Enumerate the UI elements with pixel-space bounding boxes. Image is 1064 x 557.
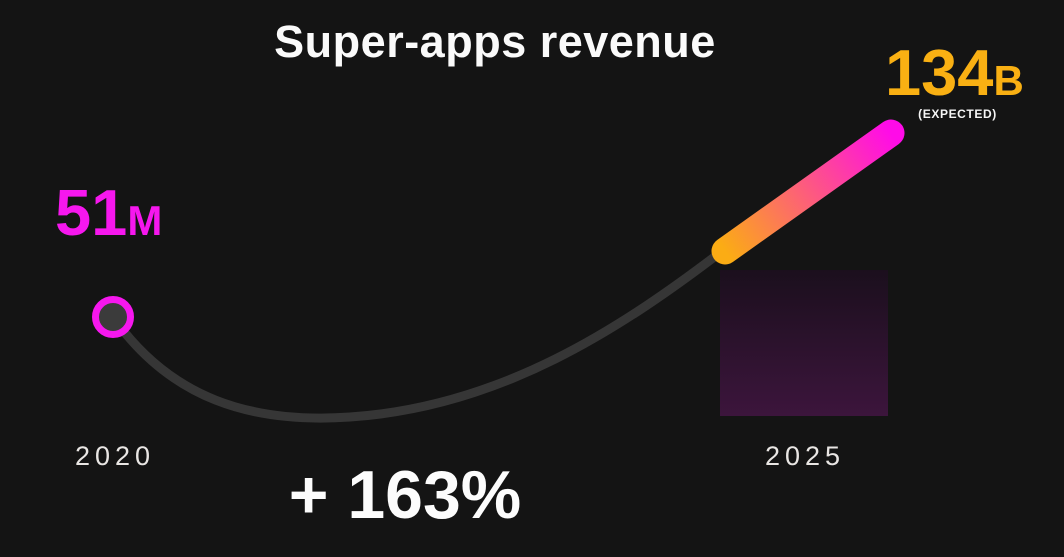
projection-gradient-segment (711, 119, 905, 265)
value-2020-number: 51 (55, 176, 128, 249)
value-2025-suffix: B (993, 57, 1024, 104)
x-axis-label-2020: 2020 (74, 441, 156, 471)
x-axis-label-2025: 2025 (764, 441, 846, 471)
expected-value-panel (720, 270, 888, 416)
value-label-2020: 51M (55, 180, 162, 245)
value-label-2025: 134B (885, 40, 1024, 105)
value-2020-suffix: M (127, 197, 163, 244)
value-2025-number: 134 (885, 36, 994, 109)
trend-curve (108, 240, 735, 423)
growth-percentage-label: + 163% (288, 457, 522, 533)
chart-title: Super-apps revenue (274, 16, 716, 67)
data-point-2020 (92, 296, 134, 338)
expected-note: (EXPECTED) (918, 107, 997, 121)
